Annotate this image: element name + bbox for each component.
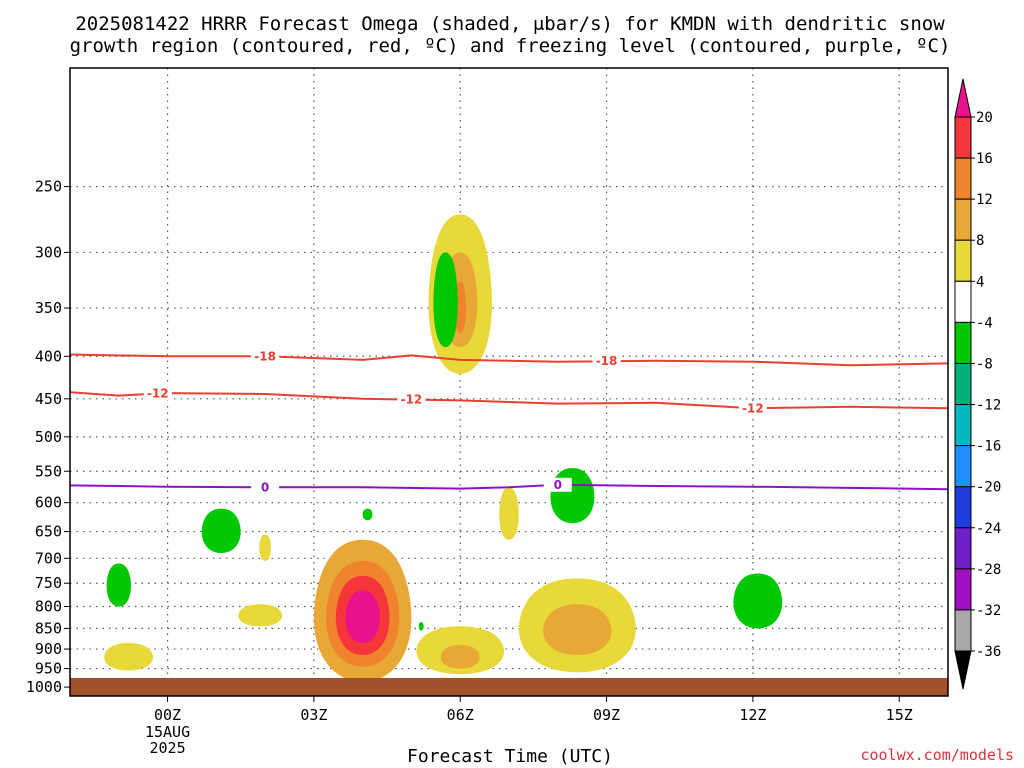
contour-label: 0 <box>554 478 562 492</box>
contour-label: 0 <box>261 480 269 494</box>
surface-fill <box>70 677 948 696</box>
x-tick-label: 06Z <box>447 706 474 724</box>
contour-label-bg <box>251 480 280 495</box>
isotherm-line <box>70 353 948 367</box>
x-tick-date-line1: 15AUG <box>145 723 190 741</box>
colorbar-label: 16 <box>976 151 993 167</box>
colorbar-label: -24 <box>976 521 1001 537</box>
plot-frame <box>69 67 949 697</box>
isotherm-line <box>70 483 948 491</box>
colorbar-label: 20 <box>976 110 993 126</box>
isotherm-line <box>70 391 948 410</box>
colorbar-label: -28 <box>976 562 1001 578</box>
colorbar-box <box>954 362 972 406</box>
colorbar-box <box>954 116 972 159</box>
y-tick-label: 700 <box>35 549 62 567</box>
plot-area: -18 -18 -12 -12 -12 0 0 250 300 350 400 450 500 550 6… <box>26 67 949 757</box>
grid-layer <box>70 68 948 696</box>
chart-title-line2: growth region (contoured, red, ºC) and f… <box>70 35 951 57</box>
y-tick-label: 950 <box>35 660 62 678</box>
omega-region <box>104 642 153 671</box>
colorbar-label: 8 <box>976 233 984 249</box>
x-tick-label: 15Z <box>886 706 913 724</box>
y-tick-label: 400 <box>35 347 62 365</box>
colorbar-top-arrow <box>954 78 972 118</box>
omega-region <box>550 467 595 524</box>
colorbar-box <box>954 609 972 652</box>
omega-region <box>362 508 373 521</box>
omega-region <box>259 534 271 561</box>
contour-label: -12 <box>742 401 764 415</box>
colorbar-label: -4 <box>976 315 993 331</box>
y-tick-label: 250 <box>35 178 62 196</box>
y-tick-label: 900 <box>35 640 62 658</box>
omega-region <box>345 590 380 643</box>
y-tick-label: 650 <box>35 523 62 541</box>
omega-region <box>543 604 612 656</box>
omega-colorbar: 20 16 12 8 4 -4 -8 -12 -16 -20 -24 -28 -32 -36 <box>954 78 1001 690</box>
x-tick-label: 03Z <box>300 706 327 724</box>
colorbar-box <box>954 404 972 447</box>
colorbar-bottom-arrow <box>954 650 972 690</box>
chart-title-line1: 2025081422 HRRR Forecast Omega (shaded, … <box>75 13 945 35</box>
contour-label-bg <box>397 392 426 407</box>
x-tick-label: 00Z <box>154 706 181 724</box>
colorbar-box <box>954 527 972 570</box>
colorbar-box <box>954 239 972 282</box>
colorbar-box <box>954 321 972 364</box>
omega-region <box>440 645 480 669</box>
contour-label-bg <box>143 386 172 401</box>
omega-region <box>238 604 283 627</box>
colorbar-box <box>954 486 972 529</box>
y-tick-label: 800 <box>35 598 62 616</box>
omega-region <box>201 508 241 554</box>
y-tick-label: 1000 <box>26 678 62 696</box>
contour-label: -18 <box>596 354 618 368</box>
isotherm-contours: -18 -18 -12 -12 -12 0 0 <box>70 349 948 495</box>
site-credit: coolwx.com/models <box>860 746 1014 764</box>
colorbar-label: 4 <box>976 274 984 290</box>
contour-label: -12 <box>147 387 169 401</box>
x-tick-date-line2: 2025 <box>149 739 185 757</box>
y-tick-label: 550 <box>35 462 62 480</box>
colorbar-label: -20 <box>976 480 1001 496</box>
colorbar-box <box>954 157 972 200</box>
omega-region <box>433 252 458 348</box>
y-axis-ticks: 250 300 350 400 450 500 550 600 650 700 750 800 850 9… <box>26 178 70 696</box>
omega-region <box>733 573 783 629</box>
omega-region <box>499 487 519 540</box>
contour-label-bg <box>251 349 280 364</box>
colorbar-box <box>954 568 972 611</box>
y-tick-label: 750 <box>35 574 62 592</box>
contour-label-bg <box>543 477 572 492</box>
y-tick-label: 350 <box>35 299 62 317</box>
colorbar-box <box>954 280 972 323</box>
colorbar-label: -8 <box>976 356 993 372</box>
colorbar-label: 12 <box>976 192 993 208</box>
contour-label: -18 <box>254 349 276 363</box>
contour-label-bg <box>738 401 767 416</box>
y-tick-label: 450 <box>35 390 62 408</box>
colorbar-label: -16 <box>976 439 1001 455</box>
y-tick-label: 600 <box>35 494 62 512</box>
colorbar-label: -36 <box>976 644 1001 660</box>
y-tick-label: 850 <box>35 619 62 637</box>
x-tick-label: 12Z <box>739 706 766 724</box>
colorbar-box <box>954 198 972 241</box>
contour-label: -12 <box>401 393 423 407</box>
contour-label-bg <box>592 354 621 369</box>
omega-shading-layer <box>104 214 783 682</box>
colorbar-label: -32 <box>976 603 1001 619</box>
colorbar-box <box>954 445 972 488</box>
y-tick-label: 500 <box>35 428 62 446</box>
omega-region <box>418 621 424 631</box>
x-axis-label: Forecast Time (UTC) <box>407 746 613 767</box>
colorbar-label: -12 <box>976 398 1001 414</box>
x-tick-label: 09Z <box>593 706 620 724</box>
omega-region <box>106 563 131 607</box>
y-tick-label: 300 <box>35 243 62 261</box>
